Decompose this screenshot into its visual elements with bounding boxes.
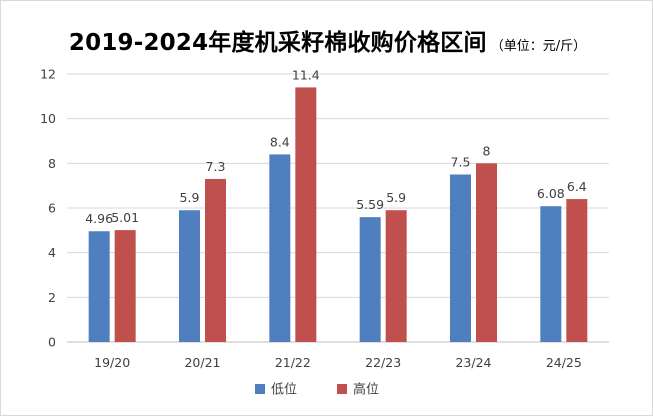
legend-label: 低位 bbox=[271, 383, 297, 398]
bar-low bbox=[269, 154, 291, 342]
bar-high bbox=[476, 163, 497, 342]
bar-high bbox=[295, 87, 317, 343]
x-tick-label: 24/25 bbox=[546, 355, 582, 370]
data-label: 5.59 bbox=[356, 197, 384, 212]
data-label: 8.4 bbox=[270, 134, 290, 149]
data-label: 5.9 bbox=[180, 190, 200, 205]
data-label: 11.4 bbox=[292, 67, 320, 82]
bar-high bbox=[114, 230, 136, 342]
bar-low bbox=[179, 210, 200, 342]
chart-title: 2019-2024年度机采籽棉收购价格区间 （单位：元/斤） bbox=[1, 23, 653, 57]
legend-swatch bbox=[255, 384, 265, 394]
data-label: 6.08 bbox=[537, 186, 565, 201]
y-tick-label: 12 bbox=[40, 67, 56, 82]
legend-label: 高位 bbox=[353, 382, 379, 398]
bar-low bbox=[359, 217, 381, 342]
x-tick-label: 21/22 bbox=[275, 355, 311, 370]
data-label: 8 bbox=[483, 143, 491, 158]
chart-title-unit: （单位：元/斤） bbox=[490, 39, 587, 54]
y-tick-label: 0 bbox=[48, 335, 56, 350]
chart-title-main: 2019-2024年度机采籽棉收购价格区间 bbox=[68, 30, 487, 56]
data-label: 4.96 bbox=[85, 211, 113, 226]
legend-swatch bbox=[337, 384, 347, 394]
bar-low bbox=[450, 174, 471, 342]
bar-high bbox=[566, 199, 588, 342]
x-tick-label: 22/23 bbox=[365, 355, 401, 370]
data-label: 5.01 bbox=[111, 210, 139, 225]
y-tick-label: 2 bbox=[48, 290, 56, 305]
data-label: 5.9 bbox=[386, 190, 406, 205]
y-tick-label: 10 bbox=[40, 111, 56, 126]
bar-low bbox=[540, 206, 562, 342]
data-label: 6.4 bbox=[567, 179, 587, 194]
bar-high bbox=[205, 178, 226, 342]
x-tick-label: 20/21 bbox=[184, 355, 220, 370]
y-tick-label: 8 bbox=[48, 156, 56, 171]
y-tick-label: 6 bbox=[48, 201, 56, 216]
data-label: 7.3 bbox=[206, 159, 226, 174]
x-tick-label: 23/24 bbox=[455, 355, 491, 370]
y-tick-label: 4 bbox=[48, 245, 56, 260]
x-tick-label: 19/20 bbox=[94, 355, 130, 370]
bar-low bbox=[88, 231, 110, 342]
data-label: 7.5 bbox=[451, 155, 471, 170]
bar-high bbox=[385, 210, 407, 342]
